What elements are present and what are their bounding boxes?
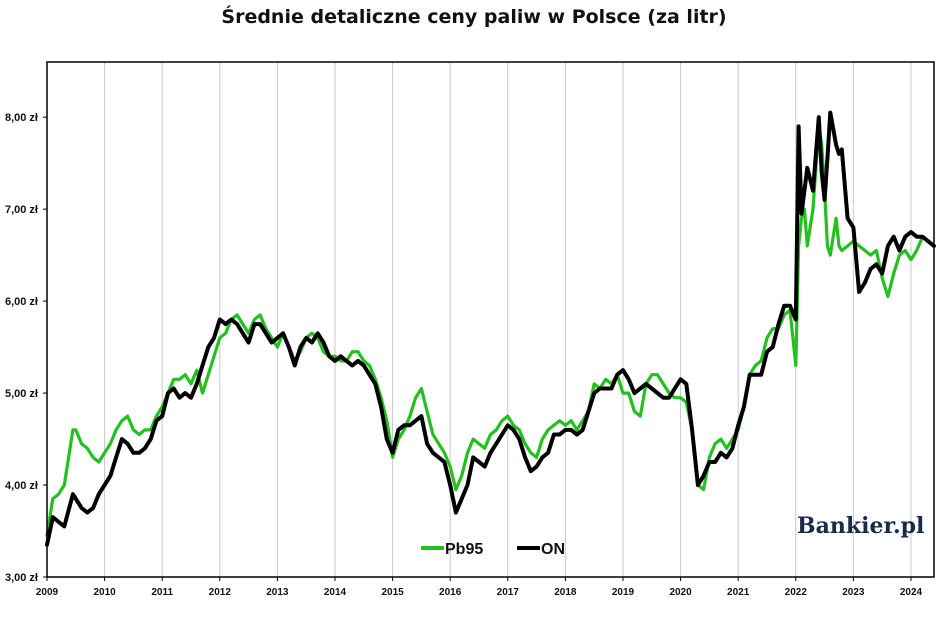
x-tick-label-2018: 2018 [554, 587, 577, 598]
y-tick-label-3: 3,00 zł [5, 572, 38, 584]
x-tick-label-2020: 2020 [669, 587, 692, 598]
bankier-logo: Bankier.pl [797, 513, 924, 539]
y-tick-label-6: 6,00 zł [5, 296, 38, 308]
x-tick-label-2022: 2022 [785, 587, 808, 598]
x-tick-label-2024: 2024 [900, 587, 923, 598]
chart-title: Średnie detaliczne ceny paliw w Polsce (… [221, 6, 727, 28]
x-axis-ticks: 2009 2010 2011 2012 2013 2014 2015 2016 2017 2018… [36, 577, 923, 598]
x-tick-label-2019: 2019 [612, 587, 635, 598]
legend-label-on: ON [541, 541, 565, 558]
x-tick-label-2016: 2016 [439, 587, 462, 598]
legend-label-pb95: Pb95 [445, 541, 483, 558]
x-tick-label-2011: 2011 [151, 587, 173, 598]
grid-lines [104, 62, 912, 577]
x-tick-label-2012: 2012 [209, 587, 232, 598]
x-tick-label-2023: 2023 [842, 587, 865, 598]
x-tick-label-2010: 2010 [93, 587, 116, 598]
y-tick-label-4: 4,00 zł [5, 480, 38, 492]
y-tick-label-8: 8,00 zł [5, 112, 38, 124]
x-tick-label-2021: 2021 [727, 587, 750, 598]
x-tick-label-2017: 2017 [497, 587, 520, 598]
x-tick-label-2014: 2014 [324, 587, 347, 598]
series-lines [45, 110, 936, 547]
y-axis-ticks: 3,00 zł 4,00 zł 5,00 zł 6,00 zł 7,00 zł 8,00 … [5, 112, 47, 584]
legend: Pb95 ON [421, 541, 565, 558]
x-tick-label-2013: 2013 [266, 587, 289, 598]
series-line-on [45, 110, 936, 547]
x-tick-label-2015: 2015 [381, 587, 404, 598]
x-tick-label-2009: 2009 [36, 587, 59, 598]
plot-frame [46, 61, 935, 578]
y-tick-label-7: 7,00 zł [5, 204, 38, 216]
y-tick-label-5: 5,00 zł [5, 388, 38, 400]
